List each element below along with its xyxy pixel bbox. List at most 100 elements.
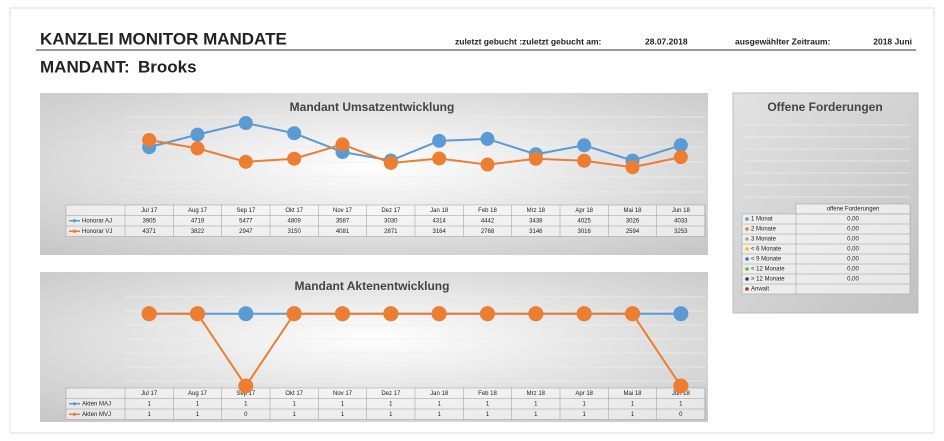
table-value: 1 (534, 401, 538, 407)
legend-label: Akten MVJ (82, 412, 111, 418)
table-value: 3438 (529, 218, 543, 224)
period: 2018 Juni (873, 36, 912, 46)
table-value: 3905 (142, 218, 156, 224)
x-tick-label: Dez 17 (381, 208, 401, 214)
table-value: 1 (534, 412, 538, 418)
data-point (190, 127, 205, 142)
x-tick-label: Sep 17 (236, 208, 256, 214)
series-line (149, 312, 682, 388)
data-point (238, 378, 254, 394)
row-value: 0,00 (847, 277, 859, 283)
table-value: 1 (341, 412, 345, 418)
data-point (480, 306, 495, 322)
x-tick-label: Jan 18 (430, 391, 449, 397)
legend-label: Honorar VJ (82, 229, 112, 235)
table-value: 2947 (239, 229, 253, 235)
row-value: 0,00 (847, 247, 859, 253)
panel-stripes (125, 116, 910, 382)
series-line (148, 121, 682, 162)
table-value: 1 (341, 401, 345, 407)
table-value: 5477 (239, 218, 253, 224)
x-tick-label: Jun 18 (672, 391, 691, 397)
legend-label: Honorar AJ (82, 218, 112, 224)
data-point (190, 306, 205, 322)
x-tick-label: Feb 18 (478, 208, 497, 214)
data-point (528, 306, 544, 322)
data-point (480, 131, 495, 146)
x-tick-label: Apr 18 (575, 391, 593, 397)
legend-swatch (745, 267, 749, 271)
table-value: 3150 (287, 229, 301, 235)
table-value: 1 (389, 412, 393, 418)
table-value: 2871 (384, 229, 398, 235)
data-table (65, 204, 706, 237)
table-value: 1 (244, 401, 248, 407)
data-point (625, 160, 640, 175)
x-tick-label: Aug 17 (188, 391, 208, 397)
table-value: 1 (582, 412, 586, 418)
data-point (142, 132, 157, 147)
legend-swatch (745, 257, 749, 261)
row-label: 3 Monate (751, 237, 777, 243)
booked-label: zuletzt gebucht :zuletzt gebucht am: (455, 36, 602, 46)
data-point (432, 151, 447, 166)
table-value: 1 (196, 412, 200, 418)
table-value: 1 (631, 412, 635, 418)
data-point (238, 306, 254, 322)
table-value: 3164 (432, 229, 446, 235)
x-tick-label: Jan 18 (430, 208, 449, 214)
data-point (625, 306, 640, 322)
x-tick-label: Jun 18 (672, 208, 691, 214)
table-value: 1 (389, 401, 393, 407)
data-point (287, 151, 302, 166)
data-table (65, 387, 706, 420)
series-line (148, 138, 682, 169)
table-value: 4033 (674, 218, 688, 224)
row-label: < 9 Monate (751, 257, 782, 263)
x-tick-label: Jul 17 (141, 391, 158, 397)
table-value: 4314 (432, 218, 446, 224)
table-value: 3146 (529, 229, 543, 235)
legend-swatch (745, 287, 749, 291)
x-tick-label: Aug 17 (188, 208, 208, 214)
data-point (286, 306, 302, 322)
data-point (335, 137, 350, 152)
x-tick-label: Okt 17 (285, 391, 303, 397)
legend-swatch (72, 412, 77, 416)
table-value: 3253 (674, 229, 688, 235)
data-point (577, 138, 592, 153)
row-value: 0,00 (847, 227, 859, 233)
legend-swatch (745, 227, 749, 231)
data-point (673, 378, 689, 394)
table-value: 1 (437, 412, 441, 418)
data-point (190, 141, 205, 156)
data-point (431, 306, 447, 322)
table-value: 3016 (577, 229, 591, 235)
table-value: 2594 (626, 229, 640, 235)
data-point (577, 153, 592, 168)
data-point (432, 133, 447, 148)
x-tick-label: Okt 17 (285, 208, 303, 214)
row-label: 1 Monat (751, 217, 773, 223)
data-point (480, 157, 495, 172)
table-value: 1 (437, 401, 441, 407)
column-header: offene Forderungen (827, 207, 880, 213)
table-value: 3822 (191, 229, 205, 235)
legend-swatch (72, 229, 77, 233)
page-title: KANZLEI MONITOR MANDATE (40, 29, 287, 48)
table-value: 1 (292, 401, 296, 407)
legend-swatch (72, 219, 77, 223)
x-tick-label: Nov 17 (333, 391, 353, 397)
data-point (673, 150, 688, 165)
table-value: 4809 (287, 218, 301, 224)
x-tick-label: Dez 17 (381, 391, 401, 397)
legend-swatch (745, 277, 749, 281)
data-point (528, 151, 543, 166)
data-point (238, 154, 253, 169)
data-point (673, 306, 689, 322)
table-value: 1 (486, 412, 490, 418)
table-value: 0 (679, 412, 683, 418)
data-point (141, 306, 157, 322)
booked-date: 28.07.2018 (645, 36, 688, 46)
